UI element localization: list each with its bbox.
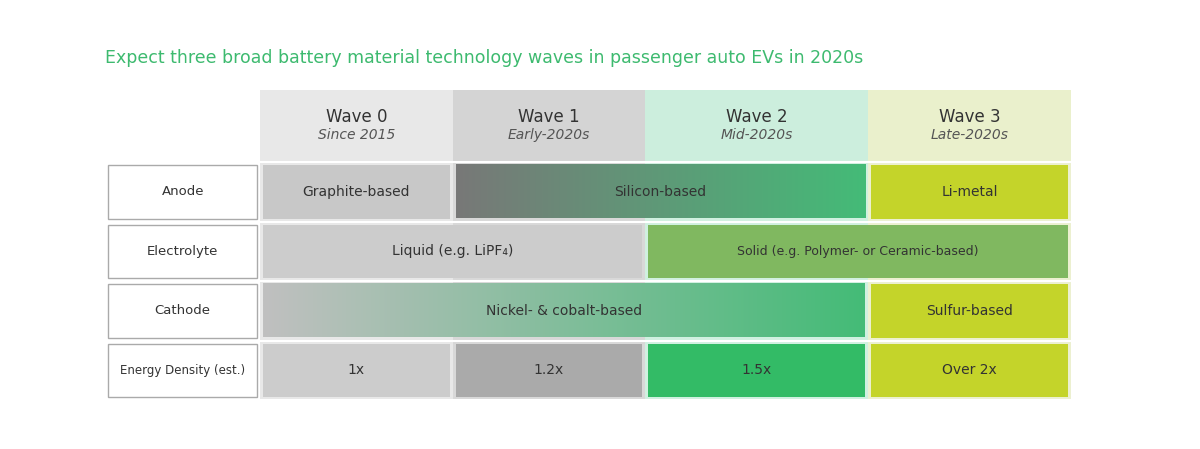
Bar — [264, 224, 642, 278]
Bar — [871, 284, 1068, 338]
Bar — [452, 90, 644, 400]
Bar — [260, 90, 452, 162]
Text: Sulfur-based: Sulfur-based — [926, 304, 1013, 318]
Bar — [648, 343, 865, 397]
Bar — [644, 90, 869, 400]
Bar — [456, 343, 642, 397]
Text: Li-metal: Li-metal — [942, 185, 998, 199]
Text: Wave 1: Wave 1 — [518, 108, 580, 126]
Text: Wave 0: Wave 0 — [325, 108, 388, 126]
Text: 1.2x: 1.2x — [534, 363, 564, 377]
Text: Electrolyte: Electrolyte — [148, 245, 218, 258]
Bar — [452, 90, 644, 162]
Bar — [648, 224, 1068, 278]
Text: Energy Density (est.): Energy Density (est.) — [120, 364, 245, 377]
Text: 1x: 1x — [348, 363, 365, 377]
Text: Solid (e.g. Polymer- or Ceramic-based): Solid (e.g. Polymer- or Ceramic-based) — [737, 245, 979, 258]
Bar — [871, 165, 1068, 219]
Text: Late-2020s: Late-2020s — [931, 128, 1009, 142]
Bar — [108, 165, 257, 219]
Text: Wave 2: Wave 2 — [726, 108, 787, 126]
Bar — [871, 343, 1068, 397]
Bar — [869, 90, 1072, 162]
Bar — [108, 343, 257, 397]
Bar — [869, 90, 1072, 400]
Bar — [264, 165, 450, 219]
Text: Wave 3: Wave 3 — [938, 108, 1001, 126]
Bar — [260, 90, 452, 400]
Bar — [108, 224, 257, 278]
Text: Nickel- & cobalt-based: Nickel- & cobalt-based — [486, 304, 642, 318]
Text: Cathode: Cathode — [155, 304, 211, 317]
Text: Liquid (e.g. LiPF₄): Liquid (e.g. LiPF₄) — [392, 244, 514, 258]
Text: Since 2015: Since 2015 — [318, 128, 395, 142]
Text: Anode: Anode — [162, 185, 204, 198]
Text: Early-2020s: Early-2020s — [508, 128, 590, 142]
Bar — [644, 90, 869, 162]
Text: Over 2x: Over 2x — [942, 363, 997, 377]
Text: Graphite-based: Graphite-based — [302, 185, 410, 199]
Bar — [108, 284, 257, 338]
Text: Expect three broad battery material technology waves in passenger auto EVs in 20: Expect three broad battery material tech… — [106, 49, 863, 67]
Bar — [264, 343, 450, 397]
Text: Silicon-based: Silicon-based — [614, 185, 707, 199]
Text: Mid-2020s: Mid-2020s — [720, 128, 793, 142]
Text: 1.5x: 1.5x — [742, 363, 772, 377]
